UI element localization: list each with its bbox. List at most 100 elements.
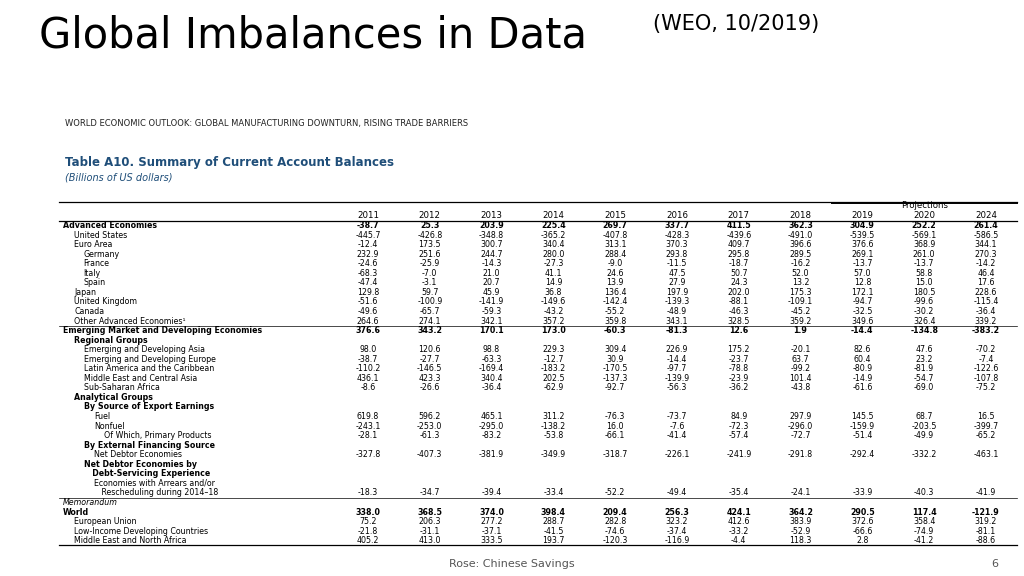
Text: -445.7: -445.7 xyxy=(355,230,381,240)
Text: Analytical Groups: Analytical Groups xyxy=(75,393,154,402)
Text: -13.7: -13.7 xyxy=(852,259,872,268)
Text: 13.9: 13.9 xyxy=(606,278,624,287)
Text: -23.9: -23.9 xyxy=(729,374,749,383)
Text: -7.4: -7.4 xyxy=(978,355,993,363)
Text: -57.4: -57.4 xyxy=(728,431,749,440)
Text: -25.9: -25.9 xyxy=(420,259,440,268)
Text: 311.2: 311.2 xyxy=(542,412,564,421)
Text: -9.0: -9.0 xyxy=(607,259,623,268)
Text: -27.7: -27.7 xyxy=(420,355,440,363)
Text: -332.2: -332.2 xyxy=(911,450,937,459)
Text: -41.5: -41.5 xyxy=(543,526,563,536)
Text: 313.1: 313.1 xyxy=(604,240,627,249)
Text: -12.7: -12.7 xyxy=(543,355,563,363)
Text: 58.8: 58.8 xyxy=(915,269,933,278)
Text: Japan: Japan xyxy=(75,288,96,297)
Text: Canada: Canada xyxy=(75,307,104,316)
Text: 288.7: 288.7 xyxy=(543,517,564,526)
Text: -36.4: -36.4 xyxy=(481,384,502,392)
Text: Regional Groups: Regional Groups xyxy=(75,336,148,344)
Text: -407.8: -407.8 xyxy=(602,230,628,240)
Text: 14.9: 14.9 xyxy=(545,278,562,287)
Text: -14.4: -14.4 xyxy=(851,326,873,335)
Text: 323.2: 323.2 xyxy=(666,517,688,526)
Text: -76.3: -76.3 xyxy=(605,412,626,421)
Text: 340.4: 340.4 xyxy=(480,374,503,383)
Text: 47.6: 47.6 xyxy=(915,345,933,354)
Text: 269.7: 269.7 xyxy=(603,221,628,230)
Text: -139.9: -139.9 xyxy=(665,374,689,383)
Text: 358.4: 358.4 xyxy=(913,517,935,526)
Text: -149.6: -149.6 xyxy=(541,297,566,306)
Text: -586.5: -586.5 xyxy=(973,230,998,240)
Text: By External Financing Source: By External Financing Source xyxy=(84,441,215,450)
Text: 46.4: 46.4 xyxy=(977,269,994,278)
Text: 197.9: 197.9 xyxy=(666,288,688,297)
Text: -7.0: -7.0 xyxy=(422,269,437,278)
Text: Emerging and Developing Asia: Emerging and Developing Asia xyxy=(84,345,205,354)
Text: 289.5: 289.5 xyxy=(790,249,812,259)
Text: -94.7: -94.7 xyxy=(852,297,872,306)
Text: -539.5: -539.5 xyxy=(850,230,874,240)
Text: -39.4: -39.4 xyxy=(481,488,502,498)
Text: 30.9: 30.9 xyxy=(606,355,624,363)
Text: 173.0: 173.0 xyxy=(541,326,565,335)
Text: -122.6: -122.6 xyxy=(973,364,998,373)
Text: -110.2: -110.2 xyxy=(355,364,381,373)
Text: Net Debtor Economies by: Net Debtor Economies by xyxy=(84,460,197,469)
Text: -292.4: -292.4 xyxy=(850,450,874,459)
Text: 295.8: 295.8 xyxy=(728,249,750,259)
Text: -62.9: -62.9 xyxy=(543,384,563,392)
Text: 264.6: 264.6 xyxy=(356,316,379,325)
Text: (WEO, 10/2019): (WEO, 10/2019) xyxy=(653,14,819,35)
Text: -97.7: -97.7 xyxy=(667,364,687,373)
Text: 339.2: 339.2 xyxy=(975,316,997,325)
Text: 338.0: 338.0 xyxy=(355,507,380,517)
Text: 2024: 2024 xyxy=(975,211,997,221)
Text: Spain: Spain xyxy=(84,278,105,287)
Text: 411.5: 411.5 xyxy=(726,221,752,230)
Text: -4.4: -4.4 xyxy=(731,536,746,545)
Text: 252.2: 252.2 xyxy=(911,221,936,230)
Text: 98.0: 98.0 xyxy=(359,345,377,354)
Text: 228.6: 228.6 xyxy=(975,288,997,297)
Text: 424.1: 424.1 xyxy=(726,507,752,517)
Text: 2012: 2012 xyxy=(419,211,440,221)
Text: 370.3: 370.3 xyxy=(666,240,688,249)
Text: 60.4: 60.4 xyxy=(854,355,871,363)
Text: 297.9: 297.9 xyxy=(790,412,812,421)
Text: -139.3: -139.3 xyxy=(665,297,689,306)
Text: -159.9: -159.9 xyxy=(850,422,874,431)
Text: 117.4: 117.4 xyxy=(911,507,937,517)
Text: -81.3: -81.3 xyxy=(666,326,688,335)
Text: -80.9: -80.9 xyxy=(852,364,872,373)
Text: 261.0: 261.0 xyxy=(912,249,935,259)
Text: -81.9: -81.9 xyxy=(914,364,934,373)
Text: 376.6: 376.6 xyxy=(355,326,381,335)
Text: 145.5: 145.5 xyxy=(851,412,873,421)
Text: -33.2: -33.2 xyxy=(728,526,749,536)
Text: -66.6: -66.6 xyxy=(852,526,872,536)
Text: 293.8: 293.8 xyxy=(666,249,688,259)
Text: -40.3: -40.3 xyxy=(914,488,934,498)
Text: Latin America and the Caribbean: Latin America and the Caribbean xyxy=(84,364,214,373)
Text: -54.7: -54.7 xyxy=(914,374,934,383)
Text: -51.4: -51.4 xyxy=(852,431,872,440)
Text: 50.7: 50.7 xyxy=(730,269,748,278)
Text: 619.8: 619.8 xyxy=(356,412,379,421)
Text: 413.0: 413.0 xyxy=(419,536,441,545)
Text: 101.4: 101.4 xyxy=(790,374,812,383)
Text: Debt-Servicing Experience: Debt-Servicing Experience xyxy=(84,469,210,478)
Text: -463.1: -463.1 xyxy=(973,450,998,459)
Text: 12.8: 12.8 xyxy=(854,278,871,287)
Text: 319.2: 319.2 xyxy=(975,517,997,526)
Text: -14.3: -14.3 xyxy=(481,259,502,268)
Text: -14.4: -14.4 xyxy=(667,355,687,363)
Text: 326.4: 326.4 xyxy=(912,316,935,325)
Text: 368.9: 368.9 xyxy=(913,240,935,249)
Text: United Kingdom: United Kingdom xyxy=(75,297,137,306)
Text: -74.9: -74.9 xyxy=(914,526,934,536)
Text: -43.8: -43.8 xyxy=(791,384,811,392)
Text: -92.7: -92.7 xyxy=(605,384,626,392)
Text: 374.0: 374.0 xyxy=(479,507,504,517)
